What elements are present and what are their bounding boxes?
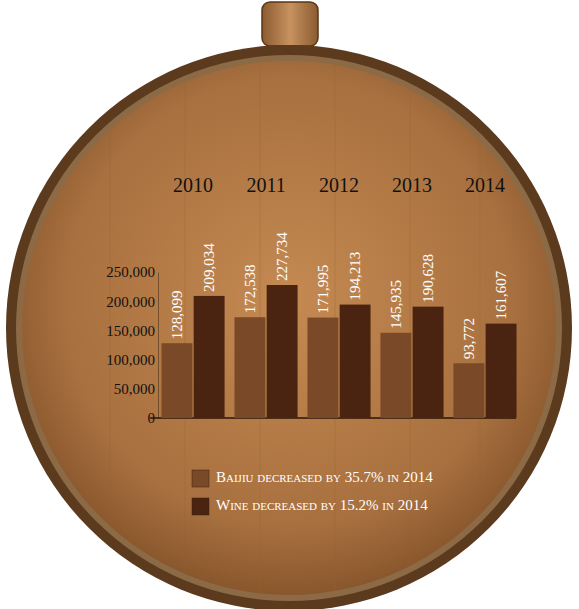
y-tick: 200,000 bbox=[106, 294, 158, 310]
bar bbox=[486, 324, 517, 418]
legend-item: Baijiu decreased by 35.7% in 2014 bbox=[192, 469, 433, 487]
data-label: 171,995 bbox=[315, 265, 331, 314]
barrel bbox=[6, 2, 572, 609]
bar bbox=[194, 296, 225, 418]
y-tick: 250,000 bbox=[106, 264, 158, 280]
bar bbox=[234, 317, 265, 418]
barrel-stave bbox=[410, 90, 411, 566]
legend-label-line: Baijiu decreased by 35.7% in 2014 bbox=[216, 469, 433, 485]
bar bbox=[380, 333, 411, 418]
x-tick-label: 2010 bbox=[173, 174, 213, 196]
chart: 050,000100,000150,000200,000250,00020102… bbox=[0, 0, 579, 609]
y-tick-label: 250,000 bbox=[106, 264, 155, 280]
data-label: 93,772 bbox=[461, 318, 477, 359]
barrel-rim bbox=[6, 45, 572, 609]
y-tick: 50,000 bbox=[114, 381, 158, 397]
data-labels: 128,099 172,538 171,995 145,935 93,772 209,03… bbox=[169, 232, 509, 359]
x-tick: 2010 bbox=[173, 174, 213, 196]
y-tick-label: 50,000 bbox=[114, 381, 155, 397]
y-tick-label: 150,000 bbox=[106, 323, 155, 339]
legend-label: Baijiu decreased by 35.7% in 2014 bbox=[216, 469, 433, 485]
data-label: 209,034 bbox=[201, 243, 217, 292]
data-label: 227,734 bbox=[274, 232, 290, 281]
barrel-stave bbox=[480, 141, 481, 514]
x-tick: 2013 bbox=[392, 174, 432, 196]
x-tick: 2011 bbox=[246, 174, 285, 196]
y-tick-label: 100,000 bbox=[106, 352, 155, 368]
x-tick: 2014 bbox=[465, 174, 505, 196]
data-label: 161,607 bbox=[493, 270, 509, 319]
data-label: 194,213 bbox=[347, 252, 363, 301]
legend-item: Wine decreased by 15.2% in 2014 bbox=[192, 497, 428, 515]
x-tick-label: 2014 bbox=[465, 174, 505, 196]
y-axis-line bbox=[158, 273, 159, 419]
bar bbox=[161, 343, 192, 418]
y-tick-label: 200,000 bbox=[106, 294, 155, 310]
x-tick-label: 2013 bbox=[392, 174, 432, 196]
x-axis: 2010 2011 2012 2013 2014 bbox=[173, 174, 505, 196]
legend-swatch bbox=[192, 498, 209, 515]
legend-label-line: Wine decreased by 15.2% in 2014 bbox=[216, 497, 428, 513]
bar bbox=[413, 307, 444, 418]
barrel-face bbox=[22, 61, 556, 595]
data-label: 172,538 bbox=[242, 264, 258, 313]
data-label: 145,935 bbox=[388, 280, 404, 329]
bar bbox=[340, 305, 371, 418]
data-label: 128,099 bbox=[169, 290, 185, 339]
y-axis: 050,000100,000150,000200,000250,000 bbox=[106, 264, 158, 426]
x-tick-label: 2012 bbox=[319, 174, 359, 196]
legend-swatch bbox=[192, 470, 209, 487]
x-tick-label: 2011 bbox=[246, 174, 285, 196]
bar bbox=[453, 363, 484, 418]
x-tick: 2012 bbox=[319, 174, 359, 196]
bars bbox=[161, 285, 516, 418]
data-label: 190,628 bbox=[420, 254, 436, 303]
bar bbox=[267, 285, 298, 418]
barrel-hoop bbox=[16, 55, 562, 601]
bar bbox=[307, 318, 338, 418]
legend-label: Wine decreased by 15.2% in 2014 bbox=[216, 497, 428, 513]
y-tick: 100,000 bbox=[106, 352, 158, 368]
barrel-plug bbox=[262, 2, 318, 46]
y-tick: 150,000 bbox=[106, 323, 158, 339]
legend: Baijiu decreased by 35.7% in 2014 Wine de… bbox=[192, 469, 433, 515]
